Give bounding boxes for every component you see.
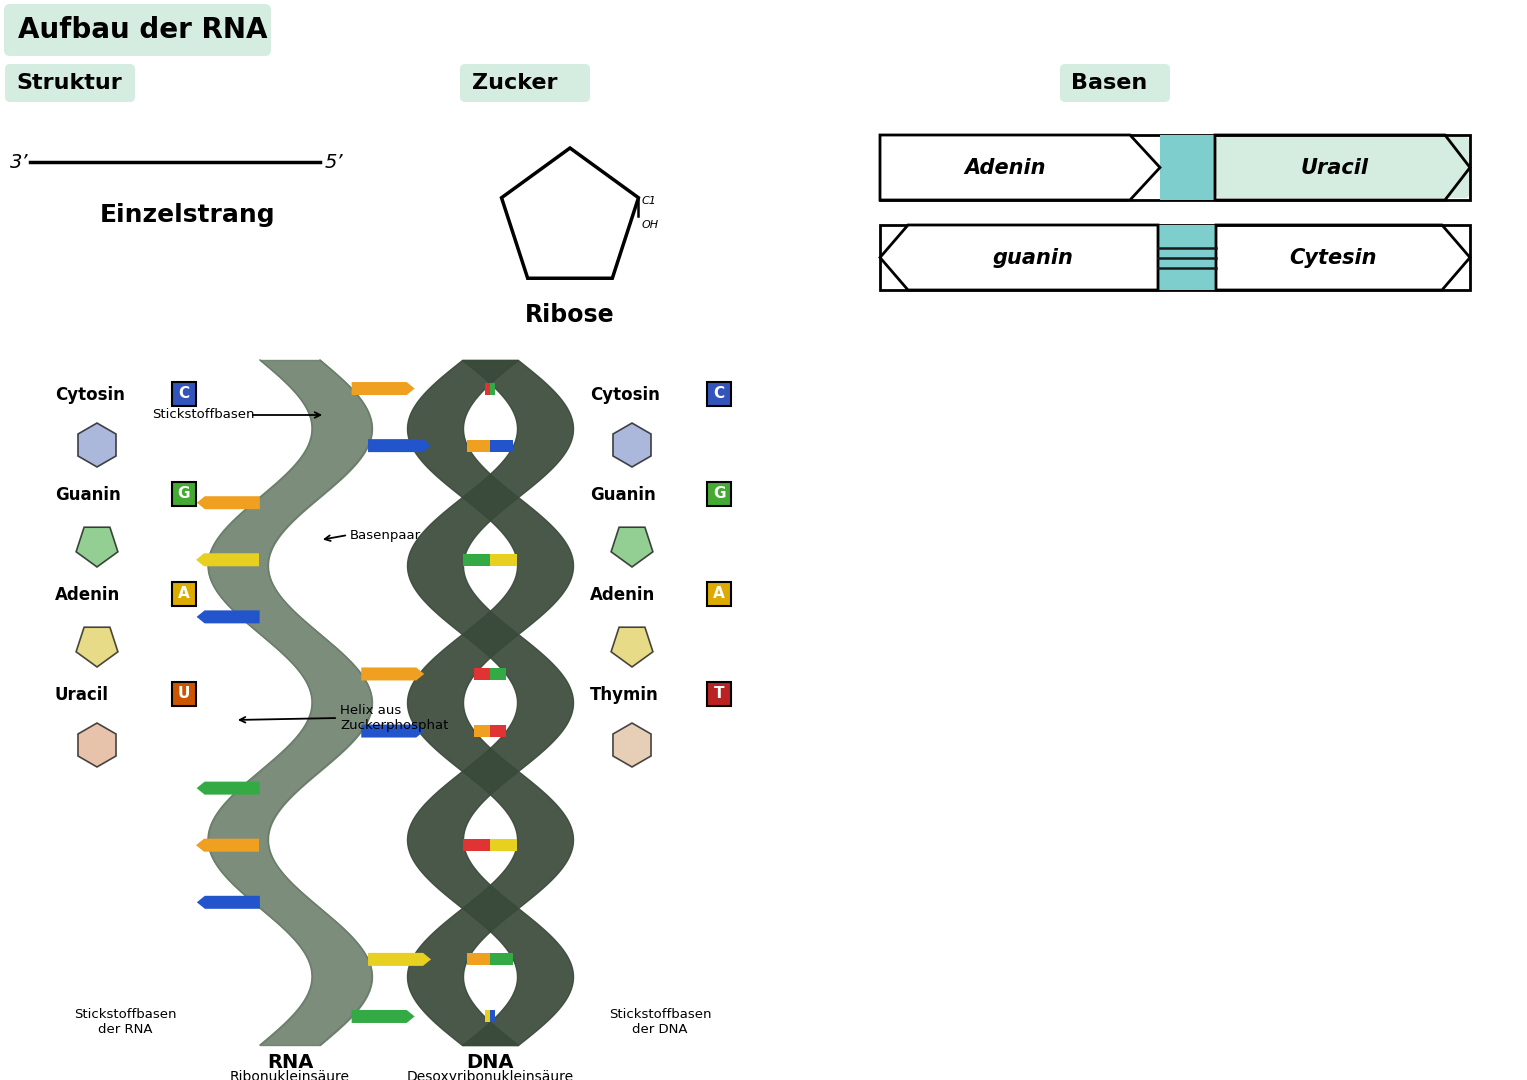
Polygon shape (362, 725, 425, 738)
Text: Cytosin: Cytosin (55, 386, 125, 404)
Polygon shape (76, 627, 118, 667)
Text: RNA: RNA (267, 1053, 313, 1071)
Polygon shape (368, 953, 431, 966)
Text: Guanin: Guanin (589, 486, 655, 504)
Polygon shape (612, 723, 651, 767)
Text: G: G (177, 486, 191, 501)
Polygon shape (197, 782, 260, 795)
Bar (490, 725, 505, 737)
Polygon shape (1161, 135, 1215, 200)
Polygon shape (612, 423, 651, 467)
Text: Thymin: Thymin (589, 686, 658, 704)
Text: Stickstoffbasen
der DNA: Stickstoffbasen der DNA (609, 1008, 712, 1036)
Text: Cytosin: Cytosin (589, 386, 660, 404)
Text: Zucker: Zucker (472, 73, 557, 93)
FancyBboxPatch shape (173, 582, 195, 606)
Text: A: A (713, 586, 725, 602)
Text: Basen: Basen (1070, 73, 1147, 93)
Text: C1: C1 (641, 195, 657, 206)
Text: Uracil: Uracil (1301, 158, 1368, 177)
Polygon shape (368, 440, 431, 453)
Text: C: C (179, 387, 189, 402)
FancyBboxPatch shape (5, 4, 270, 56)
FancyBboxPatch shape (1215, 137, 1469, 198)
Bar (464, 554, 490, 566)
Polygon shape (78, 723, 116, 767)
Text: OH: OH (641, 219, 658, 230)
Text: Ribose: Ribose (525, 303, 615, 327)
Polygon shape (880, 135, 1471, 200)
Bar (490, 954, 513, 966)
Text: Adenin: Adenin (589, 586, 655, 604)
Polygon shape (197, 610, 260, 623)
Text: 3’: 3’ (11, 152, 29, 172)
FancyBboxPatch shape (460, 64, 589, 102)
Polygon shape (197, 496, 260, 509)
Bar (475, 667, 490, 680)
Bar (467, 440, 490, 451)
Polygon shape (880, 225, 1471, 291)
Text: U: U (177, 687, 191, 702)
Bar (490, 839, 516, 851)
Polygon shape (197, 895, 260, 908)
Text: Struktur: Struktur (15, 73, 122, 93)
Text: Helix aus
Zuckerphosphat: Helix aus Zuckerphosphat (341, 704, 449, 732)
FancyBboxPatch shape (173, 681, 195, 706)
Text: Aufbau der RNA: Aufbau der RNA (18, 16, 267, 44)
Text: Cytesin: Cytesin (1289, 247, 1377, 268)
Polygon shape (76, 527, 118, 567)
Polygon shape (351, 382, 415, 395)
Bar (464, 839, 490, 851)
Bar (475, 725, 490, 737)
Bar (484, 1011, 490, 1023)
Bar (484, 382, 490, 394)
FancyBboxPatch shape (173, 382, 195, 406)
Text: Ribonukleinsäure: Ribonukleinsäure (231, 1070, 350, 1080)
FancyBboxPatch shape (707, 382, 731, 406)
Polygon shape (351, 1010, 415, 1023)
Polygon shape (611, 627, 654, 667)
FancyBboxPatch shape (707, 482, 731, 507)
Polygon shape (195, 553, 260, 566)
Text: C: C (713, 387, 725, 402)
Bar (490, 554, 516, 566)
Polygon shape (880, 225, 1157, 291)
Text: DNA: DNA (466, 1053, 513, 1071)
Bar (490, 667, 505, 680)
Polygon shape (1157, 225, 1215, 291)
Bar (490, 1011, 495, 1023)
Text: T: T (713, 687, 724, 702)
Polygon shape (880, 135, 1161, 200)
Text: guanin: guanin (993, 247, 1073, 268)
Polygon shape (611, 527, 654, 567)
Text: Desoxyribonukleinsäure: Desoxyribonukleinsäure (406, 1070, 574, 1080)
Text: Stickstoffbasen: Stickstoffbasen (153, 408, 255, 421)
Bar (490, 382, 495, 394)
FancyBboxPatch shape (1060, 64, 1170, 102)
Polygon shape (195, 839, 260, 852)
Text: Uracil: Uracil (55, 686, 108, 704)
FancyBboxPatch shape (5, 64, 134, 102)
FancyBboxPatch shape (707, 681, 731, 706)
Bar (467, 954, 490, 966)
FancyBboxPatch shape (173, 482, 195, 507)
Text: Basenpaar: Basenpaar (350, 528, 421, 541)
Polygon shape (78, 423, 116, 467)
Text: 5’: 5’ (325, 152, 344, 172)
Polygon shape (362, 667, 425, 680)
Text: Stickstoffbasen
der RNA: Stickstoffbasen der RNA (73, 1008, 176, 1036)
Text: A: A (179, 586, 189, 602)
Bar (490, 440, 513, 451)
Text: Guanin: Guanin (55, 486, 121, 504)
Text: Adenin: Adenin (55, 586, 121, 604)
FancyBboxPatch shape (707, 582, 731, 606)
Text: Adenin: Adenin (964, 158, 1046, 177)
Text: Einzelstrang: Einzelstrang (99, 203, 276, 227)
Text: G: G (713, 486, 725, 501)
